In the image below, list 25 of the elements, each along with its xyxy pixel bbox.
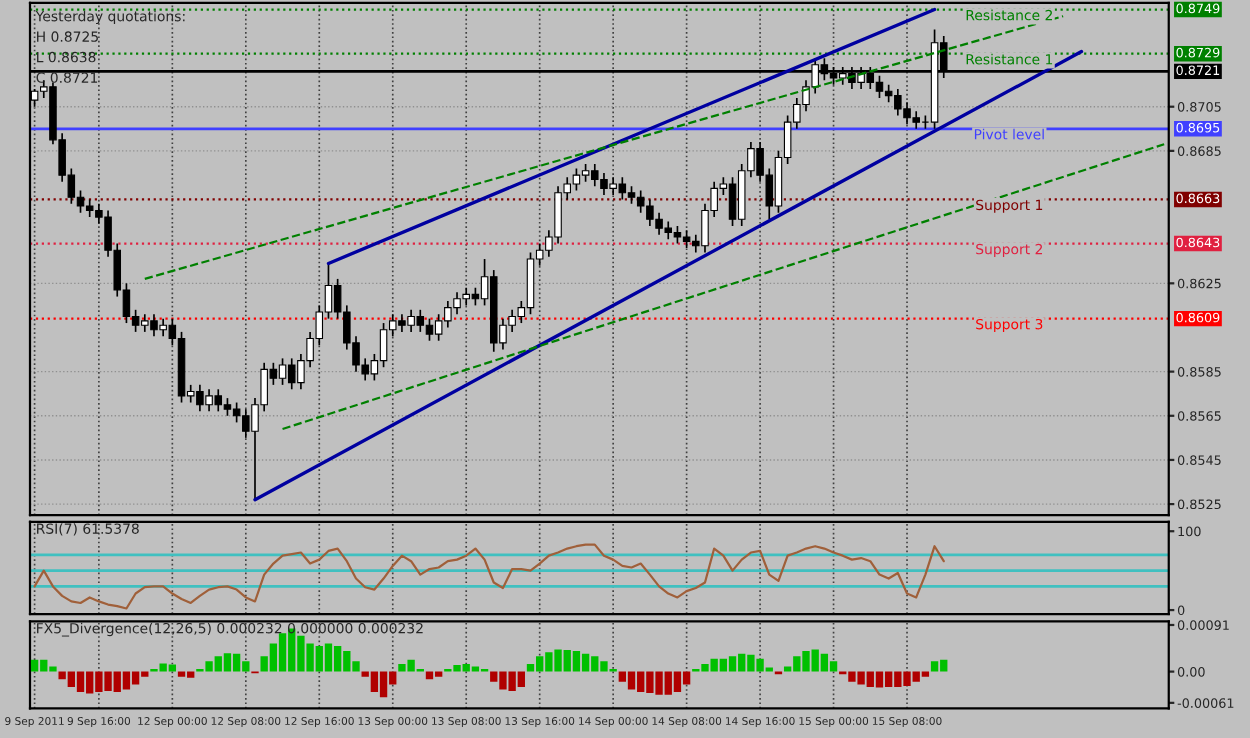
bar [820, 653, 829, 672]
bar [278, 633, 287, 672]
line-series [33, 543, 945, 610]
bar [728, 656, 737, 672]
bar [526, 663, 535, 672]
bar [76, 671, 85, 693]
bar [618, 671, 627, 682]
bar [921, 671, 930, 677]
bar [627, 671, 636, 690]
bar [673, 671, 682, 693]
bar [581, 653, 590, 672]
bar [572, 651, 581, 672]
bar [223, 653, 232, 672]
bar [177, 671, 186, 677]
bar [434, 671, 443, 677]
bar [370, 671, 379, 693]
bar [829, 661, 838, 672]
bar [379, 671, 388, 698]
bar [471, 666, 480, 672]
bar [324, 643, 333, 672]
bar [875, 671, 884, 688]
bar [122, 671, 131, 690]
bar [30, 659, 39, 672]
bar [930, 661, 939, 672]
bar [232, 653, 241, 672]
